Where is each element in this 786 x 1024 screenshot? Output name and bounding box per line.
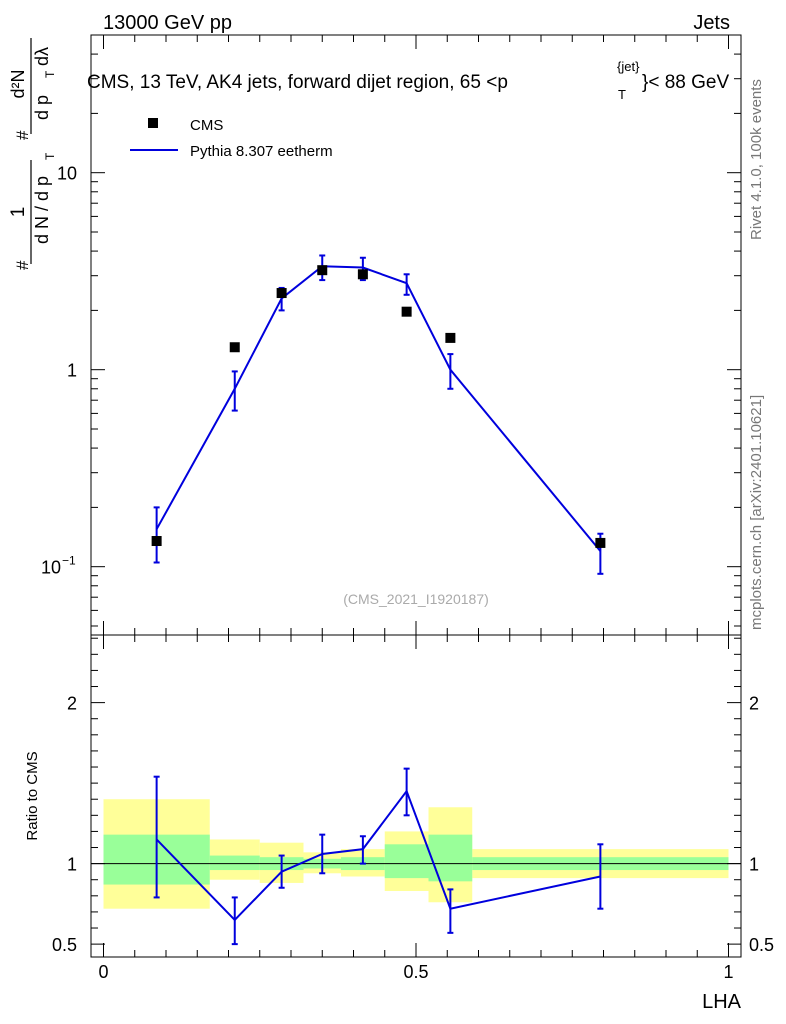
y-tick-label: 10 [57, 164, 77, 184]
ylabel-dpt: d p [32, 95, 52, 120]
ratio-y-tick-labels: 0.5 0.5 1 1 2 2 [52, 694, 774, 956]
main-series [151, 254, 606, 575]
ylabel-hash-1: # [13, 260, 32, 270]
ratio-x-tick-labels: 0 0.5 1 [98, 962, 733, 982]
ylabel-hash-2: # [13, 130, 32, 140]
ratio-panel: 0.5 0.51 12 2 0 0.5 1 Ratio to CMS LHA [24, 634, 774, 1013]
mcplots-label: mcplots.cern.ch [arXiv:2401.10621] [748, 395, 765, 630]
ratio-axis-ticks [91, 635, 741, 957]
ratio-y-axis-label: Ratio to CMS [24, 751, 41, 840]
ratio-y-tick-label-right: 2 [749, 694, 759, 714]
ratio-y-tick-label-left: 2 [67, 694, 77, 714]
observable-group: Jets [693, 12, 730, 34]
ratio-y-tick-label-right: 1 [749, 855, 759, 875]
beam-label: 13000 GeV pp [103, 12, 232, 34]
x-tick-label: 1 [723, 962, 733, 982]
legend-marker-cms [148, 118, 158, 128]
rivet-label: Rivet 4.1.0, 100k events [748, 79, 765, 240]
main-axis-ticks [91, 34, 741, 635]
legend-label-pythia: Pythia 8.307 eetherm [190, 143, 333, 160]
data-point [357, 269, 368, 280]
x-tick-label: 0 [98, 962, 108, 982]
main-frame [90, 34, 742, 636]
legend-label-cms: CMS [190, 117, 223, 134]
ylabel-one: 1 [8, 207, 29, 218]
data-point [276, 288, 287, 299]
ratio-series-line [155, 789, 601, 922]
ratio-y-tick-label-left: 1 [67, 855, 77, 875]
ratio-y-tick-label-left: 0.5 [52, 935, 77, 955]
title-suffix: }< 88 GeV [642, 72, 729, 93]
data-point [595, 537, 606, 548]
ylabel-dn-dpt: d N / d p [32, 176, 52, 244]
ratio-band-inner [384, 844, 429, 879]
main-y-axis-label: # 1 d N / d p T # d²N d p T dλ [8, 38, 57, 270]
mc-series-line [155, 265, 602, 552]
data-point [229, 342, 240, 353]
ratio-band-inner [428, 834, 473, 882]
x-axis-label: LHA [702, 991, 742, 1013]
data-point [317, 265, 328, 276]
x-tick-label: 0.5 [403, 962, 428, 982]
ylabel-dpt-sub: T [43, 70, 57, 78]
ratio-band-inner [209, 855, 260, 871]
main-title: CMS, 13 TeV, AK4 jets, forward dijet reg… [87, 59, 729, 102]
title-sup: {jet} [617, 59, 640, 74]
y-tick-label: 1 [67, 361, 77, 381]
title-main: CMS, 13 TeV, AK4 jets, forward dijet reg… [87, 72, 508, 93]
ratio-frame [90, 634, 742, 958]
y-tick-label-exponent: −1 [62, 554, 76, 568]
legend: CMS Pythia 8.307 eetherm [130, 117, 333, 160]
title-sub: T [618, 87, 626, 102]
watermark: (CMS_2021_I1920187) [343, 591, 489, 607]
ylabel-d2n: d²N [8, 69, 28, 98]
data-point [445, 332, 456, 343]
ylabel-dlambda: dλ [32, 47, 52, 66]
y-tick-label: 10 [41, 558, 61, 578]
ratio-series [153, 767, 604, 946]
ratio-y-tick-label-right: 0.5 [749, 935, 774, 955]
ylabel-dn-dpt-sub: T [43, 152, 57, 160]
data-point [401, 306, 412, 317]
data-point [151, 536, 162, 547]
